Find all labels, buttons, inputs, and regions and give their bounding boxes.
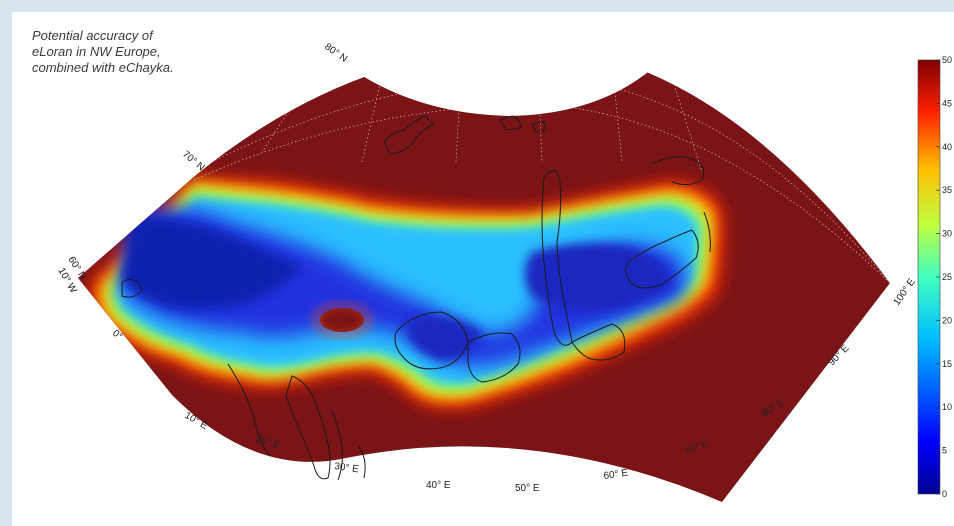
colorbar-tick-label: 20 (942, 315, 952, 325)
colorbar-tick-label: 50 (942, 55, 952, 65)
lat-label-70: 70° N (180, 149, 206, 174)
coastlines (121, 115, 711, 481)
colorbar-tick-label: 15 (942, 359, 952, 369)
caption-line-2: eLoran in NW Europe, (32, 44, 161, 59)
lon-label-100e: 100° E (891, 276, 917, 307)
graticule (161, 18, 891, 284)
lon-label-30e: 30° E (334, 461, 360, 475)
coverage-heatmap (91, 178, 723, 408)
colorbar-tick-label: 25 (942, 272, 952, 282)
colorbar-tick-label: 30 (942, 229, 952, 239)
colorbar-ticks: 0 5 10 15 20 25 30 35 40 45 50 (936, 55, 952, 499)
caption-line-3: combined with eChayka. (32, 60, 174, 75)
lon-label-60e: 60° E (603, 468, 629, 482)
lon-label-50e: 50° E (515, 483, 540, 494)
figure-caption: Potential accuracy of eLoran in NW Europ… (32, 28, 222, 76)
caption-line-1: Potential accuracy of (32, 28, 153, 43)
colorbar-tick-label: 35 (942, 185, 952, 195)
colorbar-tick-label: 5 (942, 446, 947, 456)
accuracy-map: 60° N 70° N 80° N 10° W 0° 10° E 20° E 3… (55, 18, 952, 502)
figure-panel: Potential accuracy of eLoran in NW Europ… (12, 12, 954, 526)
colorbar-tick-label: 10 (942, 402, 952, 412)
colorbar-tick-label: 0 (942, 489, 947, 499)
colorbar-tick-label: 40 (942, 142, 952, 152)
lon-label-40e: 40° E (426, 480, 451, 491)
lat-label-80: 80° N (322, 41, 349, 64)
colorbar: 0 5 10 15 20 25 30 35 40 45 50 (917, 55, 952, 499)
colorbar-tick-label: 45 (942, 98, 952, 108)
